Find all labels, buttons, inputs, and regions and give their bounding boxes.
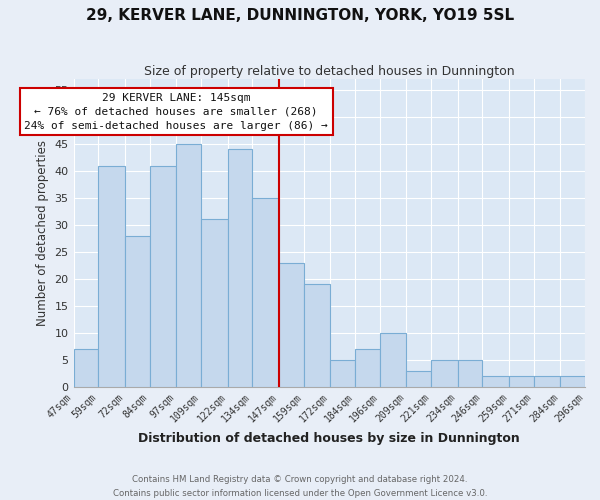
Bar bbox=[201, 220, 227, 387]
Bar bbox=[509, 376, 533, 387]
Bar bbox=[458, 360, 482, 387]
Bar bbox=[330, 360, 355, 387]
Bar bbox=[406, 370, 431, 387]
Bar bbox=[560, 376, 585, 387]
Bar bbox=[227, 150, 252, 387]
Title: Size of property relative to detached houses in Dunnington: Size of property relative to detached ho… bbox=[144, 65, 515, 78]
X-axis label: Distribution of detached houses by size in Dunnington: Distribution of detached houses by size … bbox=[139, 432, 520, 445]
Bar bbox=[252, 198, 279, 387]
Bar bbox=[149, 166, 176, 387]
Bar bbox=[304, 284, 330, 387]
Bar bbox=[431, 360, 458, 387]
Text: 29 KERVER LANE: 145sqm
← 76% of detached houses are smaller (268)
24% of semi-de: 29 KERVER LANE: 145sqm ← 76% of detached… bbox=[25, 92, 328, 130]
Text: 29, KERVER LANE, DUNNINGTON, YORK, YO19 5SL: 29, KERVER LANE, DUNNINGTON, YORK, YO19 … bbox=[86, 8, 514, 22]
Bar bbox=[380, 333, 406, 387]
Bar bbox=[74, 349, 98, 387]
Bar bbox=[533, 376, 560, 387]
Text: Contains HM Land Registry data © Crown copyright and database right 2024.
Contai: Contains HM Land Registry data © Crown c… bbox=[113, 476, 487, 498]
Bar bbox=[355, 349, 380, 387]
Bar bbox=[125, 236, 149, 387]
Bar bbox=[98, 166, 125, 387]
Bar bbox=[176, 144, 201, 387]
Bar bbox=[482, 376, 509, 387]
Y-axis label: Number of detached properties: Number of detached properties bbox=[36, 140, 49, 326]
Bar bbox=[279, 262, 304, 387]
